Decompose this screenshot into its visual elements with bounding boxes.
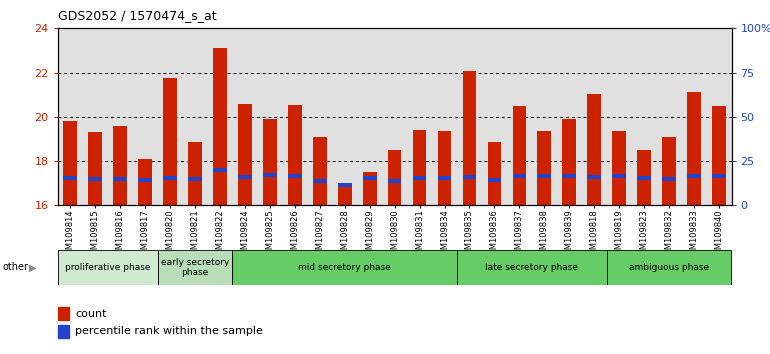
Bar — [537, 131, 551, 205]
Bar — [588, 93, 601, 205]
Bar — [288, 174, 302, 178]
Bar — [712, 174, 726, 178]
Bar — [158, 250, 233, 285]
Bar — [413, 176, 427, 180]
Bar — [437, 176, 451, 180]
Text: early secretory
phase: early secretory phase — [161, 258, 229, 277]
Bar — [63, 121, 77, 205]
Bar — [58, 307, 69, 320]
Bar — [712, 106, 726, 205]
Bar — [437, 131, 451, 205]
Bar — [213, 48, 227, 205]
Bar — [537, 174, 551, 178]
Bar — [607, 250, 731, 285]
Bar — [188, 177, 202, 181]
Bar — [263, 119, 276, 205]
Bar — [233, 250, 457, 285]
Bar — [662, 177, 676, 181]
Bar — [58, 325, 69, 338]
Bar — [313, 179, 326, 183]
Bar — [113, 177, 127, 181]
Bar — [662, 137, 676, 205]
Bar — [238, 103, 252, 205]
Text: GDS2052 / 1570474_s_at: GDS2052 / 1570474_s_at — [58, 9, 216, 22]
Bar — [363, 172, 377, 205]
Bar — [363, 176, 377, 180]
Bar — [687, 174, 701, 178]
Text: other: other — [2, 262, 28, 272]
Bar — [687, 92, 701, 205]
Bar — [612, 131, 626, 205]
Bar — [487, 142, 501, 205]
Text: late secretory phase: late secretory phase — [485, 263, 578, 272]
Bar — [238, 175, 252, 179]
Bar — [139, 178, 152, 182]
Text: mid secretory phase: mid secretory phase — [298, 263, 391, 272]
Bar — [89, 177, 102, 181]
Bar — [388, 179, 401, 183]
Bar — [338, 184, 352, 205]
Bar — [113, 126, 127, 205]
Bar — [457, 250, 607, 285]
Text: count: count — [75, 309, 106, 319]
Bar — [63, 176, 77, 180]
Bar — [463, 175, 477, 179]
Text: proliferative phase: proliferative phase — [65, 263, 150, 272]
Bar — [213, 168, 227, 172]
Bar — [588, 175, 601, 179]
Bar — [513, 106, 526, 205]
Bar — [139, 159, 152, 205]
Bar — [413, 130, 427, 205]
Text: ambiguous phase: ambiguous phase — [629, 263, 709, 272]
Bar — [638, 150, 651, 205]
Bar — [163, 78, 177, 205]
Bar — [313, 137, 326, 205]
Bar — [612, 174, 626, 178]
Bar — [463, 72, 477, 205]
Bar — [562, 119, 576, 205]
Bar — [562, 174, 576, 178]
Bar — [263, 173, 276, 177]
Bar — [58, 250, 158, 285]
Bar — [487, 178, 501, 182]
Bar — [338, 183, 352, 187]
Text: ▶: ▶ — [29, 262, 37, 272]
Bar — [388, 150, 401, 205]
Bar — [513, 174, 526, 178]
Bar — [163, 176, 177, 180]
Bar — [89, 132, 102, 205]
Bar — [638, 176, 651, 180]
Bar — [188, 142, 202, 205]
Bar — [288, 105, 302, 205]
Text: percentile rank within the sample: percentile rank within the sample — [75, 326, 263, 336]
